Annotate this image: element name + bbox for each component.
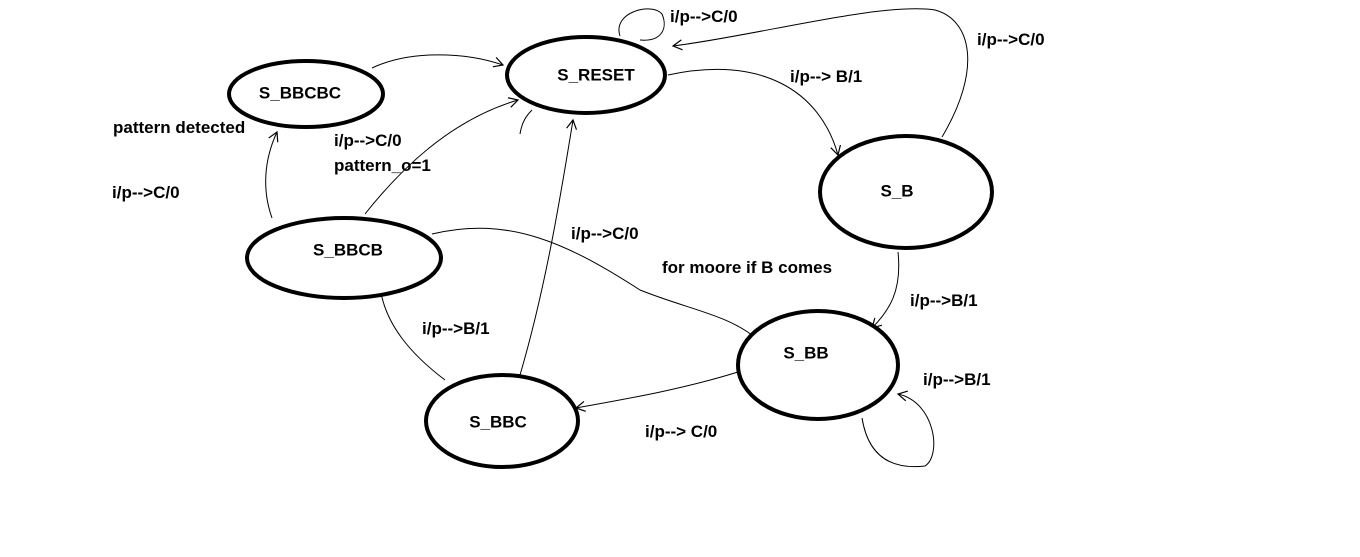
- edge-reset-stub: [519, 109, 533, 135]
- state-s-reset: S_RESET: [505, 35, 667, 115]
- edge-bb-to-bbc: [574, 371, 739, 412]
- label-bbcb-to-bbcbc: i/p-->C/0: [112, 183, 180, 202]
- label-bbc-to-bbcb: i/p-->B/1: [422, 319, 490, 338]
- state-s-bbcb: S_BBCB: [245, 216, 443, 300]
- edge-bbcbc-to-reset: [371, 54, 505, 69]
- state-label-s-bbcb: S_BBCB: [313, 240, 383, 259]
- label-pattern-output: pattern_o=1: [334, 156, 431, 175]
- edge-b-to-bb: [871, 251, 900, 329]
- label-reset-self-loop: i/p-->C/0: [670, 7, 738, 26]
- state-s-bbcbc: S_BBCBC: [227, 59, 385, 129]
- edge-b-to-reset: [671, 8, 969, 138]
- state-label-s-b: S_B: [880, 181, 913, 200]
- edge-bb-self-loop: [861, 390, 935, 468]
- state-label-s-bbc: S_BBC: [469, 412, 527, 431]
- state-s-bbc: S_BBC: [424, 373, 580, 469]
- edge-bbcb-to-bb: [431, 227, 759, 341]
- state-label-s-reset: S_RESET: [557, 65, 635, 84]
- state-label-s-bb: S_BB: [783, 343, 828, 362]
- edge-reset-to-b: [667, 68, 841, 157]
- edge-bbc-to-bbcb: [375, 285, 446, 381]
- label-bb-self-loop: i/p-->B/1: [923, 370, 991, 389]
- state-s-bb: S_BB: [736, 309, 900, 421]
- label-bbcb-to-bb-note: for moore if B comes: [662, 258, 832, 277]
- edge-bbcb-to-bbcbc: [265, 130, 279, 219]
- edge-bbcb-to-reset: [364, 97, 520, 215]
- state-label-s-bbcbc: S_BBCBC: [259, 83, 341, 102]
- label-b-to-bb: i/p-->B/1: [910, 291, 978, 310]
- label-bbc-to-reset: i/p-->C/0: [571, 224, 639, 243]
- label-b-to-reset: i/p-->C/0: [977, 30, 1045, 49]
- state-s-b: S_B: [818, 134, 994, 250]
- label-reset-to-b: i/p--> B/1: [790, 67, 862, 86]
- edge-bbc-to-reset: [519, 118, 578, 376]
- label-pattern-detected: pattern detected: [113, 118, 245, 137]
- edge-reset-self-loop: [618, 8, 665, 41]
- label-bb-to-bbc: i/p--> C/0: [645, 422, 717, 441]
- label-bbcb-to-reset: i/p-->C/0: [334, 131, 402, 150]
